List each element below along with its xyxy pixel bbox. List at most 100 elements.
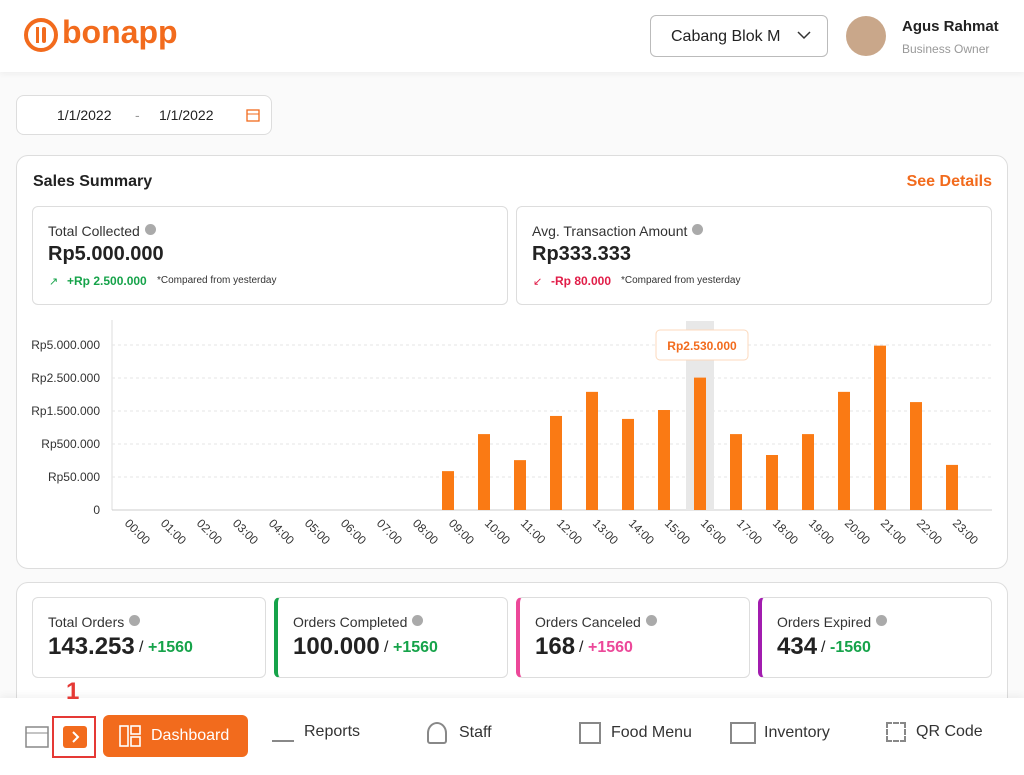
y-tick-label: Rp2.500.000	[31, 371, 100, 385]
nav-reports[interactable]: Reports	[272, 722, 360, 742]
card-separator: /	[384, 639, 389, 656]
section-title: Sales Summary	[33, 173, 153, 190]
header: bonapp Cabang Blok M Agus Rahmat Busines…	[0, 0, 1024, 72]
card-change: +Rp 2.500.000	[67, 274, 147, 288]
info-icon[interactable]	[876, 615, 887, 626]
x-tick-label: 08:00	[410, 516, 441, 547]
date-start: 1/1/2022	[57, 107, 112, 123]
card-value: 100.000	[293, 633, 380, 660]
date-picker[interactable]: 1/1/2022 - 1/1/2022	[16, 95, 272, 135]
y-tick-label: 0	[93, 503, 100, 517]
order-card: Orders Completed 100.000/+1560	[274, 597, 508, 678]
y-tick-label: Rp500.000	[41, 437, 100, 451]
sales-chart: 0 Rp50.000 Rp500.000 Rp1.500.000 Rp2.500.000…	[31, 320, 992, 548]
nav-label: Dashboard	[151, 727, 230, 744]
x-tick-label: 04:00	[266, 516, 297, 547]
sales-card: Total Collected Rp5.000.000 +Rp 2.500.000 *…	[32, 206, 508, 305]
nav-staff[interactable]: Staff	[427, 722, 492, 744]
sales-card: Avg. Transaction Amount Rp333.333 -Rp 80.0…	[516, 206, 992, 305]
x-tick-label: 17:00	[734, 516, 765, 547]
bar	[658, 410, 670, 510]
bar	[730, 434, 742, 510]
nav-label: Food Menu	[611, 724, 692, 742]
bar	[478, 434, 490, 510]
card-change: +1560	[148, 639, 193, 656]
nav-label: Staff	[459, 724, 492, 742]
bar	[586, 391, 598, 510]
card-label: Orders Completed	[293, 614, 408, 630]
highlight-box	[52, 716, 96, 758]
card-separator: /	[821, 639, 826, 656]
date-sep: -	[135, 107, 140, 123]
x-tick-label: 11:00	[518, 516, 549, 547]
y-tick-label: Rp5.000.000	[31, 338, 100, 352]
avatar[interactable]	[846, 16, 886, 56]
user-name: Agus Rahmat	[902, 18, 999, 35]
order-card: Orders Canceled 168/+1560	[516, 597, 750, 678]
date-end: 1/1/2022	[159, 107, 214, 123]
card-note: *Compared from yesterday	[157, 275, 277, 286]
bar	[550, 415, 562, 510]
logo-text: bonapp	[62, 14, 178, 50]
nav-food-menu[interactable]: Food Menu	[579, 722, 692, 744]
x-tick-label: 09:00	[446, 516, 477, 547]
x-tick-label: 16:00	[698, 516, 729, 547]
see-details[interactable]: See Details	[906, 173, 992, 190]
x-tick-label: 00:00	[122, 516, 153, 547]
x-tick-label: 19:00	[806, 516, 837, 547]
card-label: Total Orders	[48, 614, 125, 630]
bar	[838, 391, 850, 510]
order-card: Orders Expired 434/-1560	[758, 597, 992, 678]
nav-inventory[interactable]: Inventory	[730, 722, 830, 744]
card-change: -1560	[830, 639, 871, 656]
info-icon[interactable]	[129, 615, 140, 626]
card-value: Rp5.000.000	[48, 243, 164, 265]
trend-icon: ↙	[533, 276, 543, 288]
card-change: +1560	[588, 639, 633, 656]
info-icon[interactable]	[692, 224, 703, 235]
card-label: Orders Canceled	[535, 614, 641, 630]
store-icon[interactable]	[24, 724, 50, 750]
nav-label: Inventory	[764, 724, 830, 742]
x-tick-label: 20:00	[842, 516, 873, 547]
x-tick-label: 03:00	[230, 516, 261, 547]
card-value: Rp333.333	[532, 243, 631, 265]
info-icon[interactable]	[646, 615, 657, 626]
logo-icon	[24, 18, 58, 52]
card-note: *Compared from yesterday	[621, 275, 741, 286]
annotation: 1	[66, 678, 80, 705]
x-tick-label: 10:00	[482, 516, 513, 547]
expand-button[interactable]	[63, 726, 87, 748]
tooltip-box	[655, 329, 749, 361]
x-tick-label: 02:00	[194, 516, 225, 547]
x-tick-label: 23:00	[950, 516, 981, 547]
info-icon[interactable]	[412, 615, 423, 626]
x-tick-label: 15:00	[662, 516, 693, 547]
card-value: 434	[777, 633, 818, 660]
nav-dashboard[interactable]: Dashboard	[103, 715, 248, 757]
x-tick-label: 07:00	[374, 516, 405, 547]
tooltip-label: Rp2.530.000	[667, 339, 737, 353]
bar	[622, 418, 634, 510]
card-value: 168	[535, 633, 576, 660]
x-tick-label: 14:00	[626, 516, 657, 547]
order-card: Total Orders 143.253/+1560	[32, 597, 266, 678]
trend-icon: ↗	[49, 276, 59, 288]
x-tick-label: 12:00	[554, 516, 585, 547]
info-icon[interactable]	[145, 224, 156, 235]
nav-label: QR Code	[916, 723, 983, 741]
card-separator: /	[579, 639, 584, 656]
bar	[802, 434, 814, 510]
card-value: 143.253	[48, 633, 135, 660]
branch-name: Cabang Blok M	[671, 28, 781, 45]
nav-qr-code[interactable]: QR Code	[886, 722, 983, 742]
nav-label: Reports	[304, 723, 361, 741]
card-separator: /	[139, 639, 144, 656]
branch-select[interactable]: Cabang Blok M	[650, 15, 828, 57]
card-change: -Rp 80.000	[551, 274, 612, 288]
x-tick-label: 13:00	[590, 516, 621, 547]
card-label: Orders Expired	[777, 614, 872, 630]
x-tick-label: 05:00	[302, 516, 333, 547]
bar	[874, 345, 886, 510]
